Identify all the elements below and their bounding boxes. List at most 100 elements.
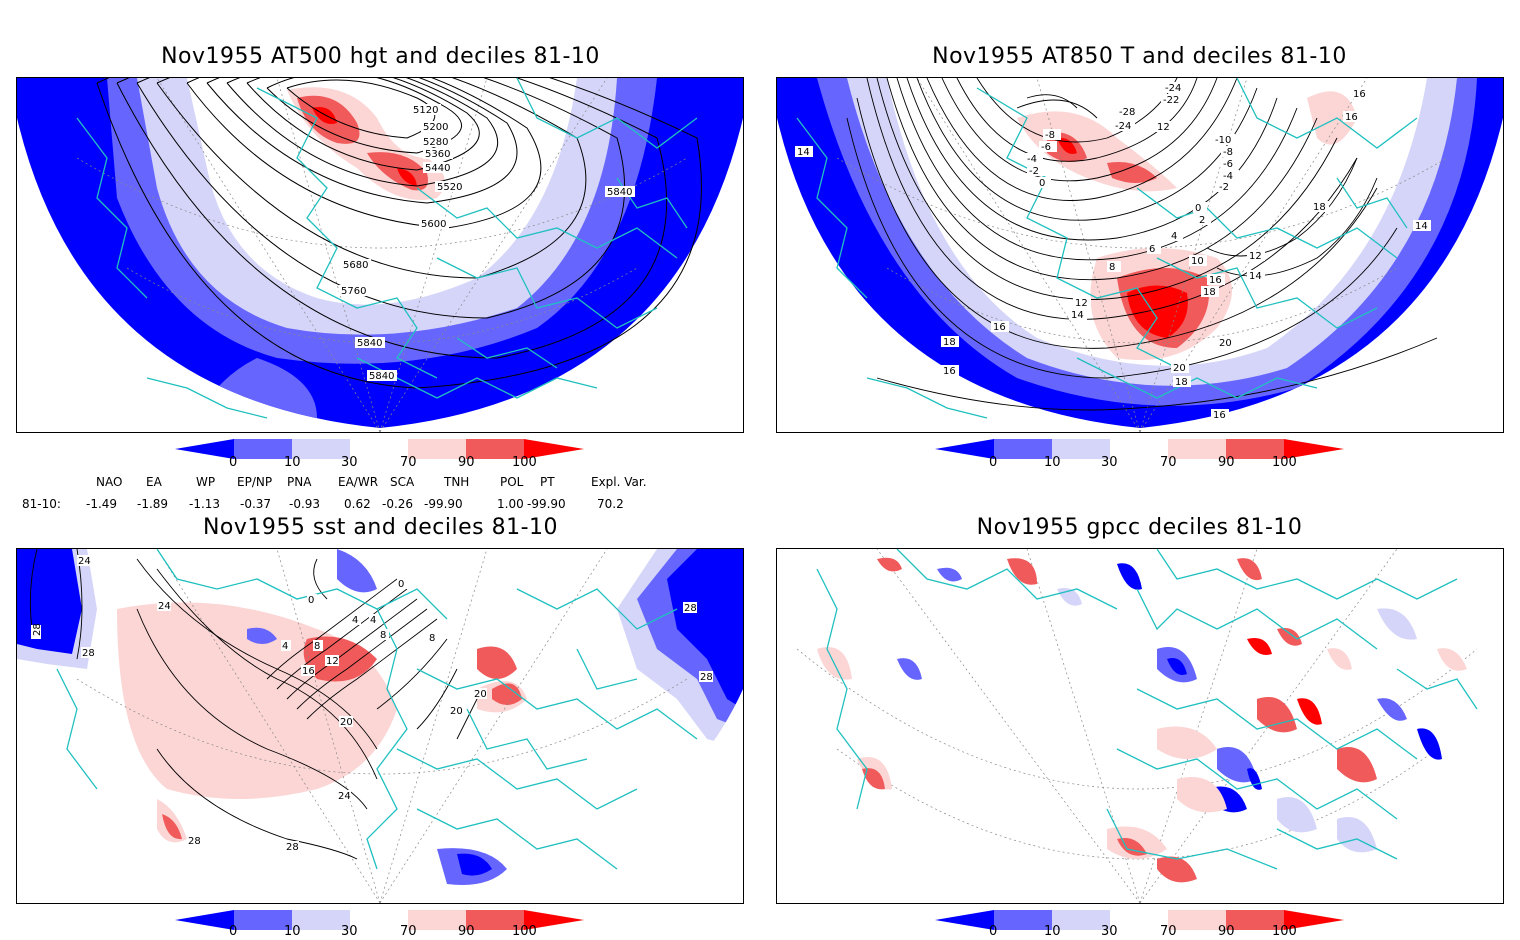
colorbar-tick: 100 [512, 924, 537, 939]
contour-label: -4 [1223, 171, 1233, 182]
panel-title-gpcc: Nov1955 gpcc deciles 81-10 [976, 515, 1303, 540]
contour-label: 16 [302, 666, 315, 677]
colorbar-segment [524, 910, 584, 930]
contour-label: -4 [1027, 154, 1037, 165]
colorbar-segment [350, 910, 408, 930]
colorbar-segment [1168, 910, 1226, 930]
contour-label: 16 [993, 322, 1006, 333]
contour-label: -22 [1163, 95, 1179, 106]
contour-label: 5680 [343, 260, 368, 271]
contour-label: 12 [326, 656, 339, 667]
colorbar-tick: 10 [1044, 924, 1061, 939]
colorbar-tick: 70 [1160, 924, 1177, 939]
index-header: PT [540, 475, 555, 489]
contour-label: 24 [338, 791, 351, 802]
colorbar-segment [175, 910, 234, 930]
contour-label: 5760 [341, 286, 366, 297]
contour-label: 5360 [425, 149, 450, 160]
colorbar-tick: 0 [229, 924, 238, 939]
contour-label: 8 [429, 633, 435, 644]
colorbar-tick: 70 [400, 455, 417, 470]
index-value: 0.62 [344, 497, 371, 511]
contour-label: 0 [1039, 178, 1045, 189]
contour-label: 0 [308, 595, 314, 606]
index-row-label: 81-10: [22, 497, 61, 511]
index-header: POL [500, 475, 524, 489]
contour-label: 28 [188, 836, 201, 847]
colorbar-tick: 70 [1160, 455, 1177, 470]
colorbar-segment [1110, 439, 1168, 459]
index-header: EP/NP [237, 475, 273, 489]
colorbar-tick: 30 [1101, 924, 1118, 939]
colorbar-segment [1110, 910, 1168, 930]
contour-label: 4 [370, 615, 376, 626]
colorbar-segment [935, 439, 994, 459]
contour-label: -2 [1219, 182, 1229, 193]
contour-label: 16 [1213, 410, 1226, 421]
index-header: Expl. Var. [591, 475, 647, 489]
contour-label: 14 [1415, 221, 1428, 232]
contour-label: -8 [1223, 147, 1233, 158]
colorbar-tick: 10 [284, 455, 301, 470]
index-value: -1.89 [137, 497, 169, 511]
colorbar-segment [350, 439, 408, 459]
index-header: WP [196, 475, 216, 489]
colorbar-tick: 0 [989, 455, 998, 470]
index-value: -99.90 [527, 497, 566, 511]
colorbar-segment [935, 910, 994, 930]
colorbar-tick: 90 [1218, 455, 1235, 470]
map-panel-t850: -24 -22 -28 -24 -8 -6 -4 -2 0 12 -10 -8 … [776, 77, 1504, 433]
colorbar-segment [1052, 910, 1110, 930]
colorbar-tick: 100 [1272, 924, 1297, 939]
panel-title-t850: Nov1955 AT850 T and deciles 81-10 [932, 44, 1347, 69]
index-header: SCA [390, 475, 415, 489]
index-value: 70.2 [597, 497, 624, 511]
index-header: PNA [287, 475, 312, 489]
colorbar-tick: 100 [512, 455, 537, 470]
contour-label: -6 [1223, 159, 1233, 170]
colorbar-segment [466, 439, 524, 459]
colorbar-tick: 90 [1218, 924, 1235, 939]
index-value: -0.37 [240, 497, 272, 511]
colorbar-tick: 0 [989, 924, 998, 939]
contour-label: 5120 [413, 105, 438, 116]
index-value: -0.26 [382, 497, 414, 511]
colorbar-tick: 30 [1101, 455, 1118, 470]
contour-label: 20 [1219, 338, 1232, 349]
colorbar-segment [292, 910, 350, 930]
contour-label: 8 [1109, 262, 1115, 273]
contour-label: 28 [82, 648, 95, 659]
colorbar-bottom-left [175, 910, 585, 930]
index-value: 1.00 [497, 497, 524, 511]
colorbar-segment [408, 910, 466, 930]
contour-label: 24 [158, 601, 171, 612]
index-value: -99.90 [424, 497, 463, 511]
contour-label: 28 [32, 623, 43, 636]
contour-label: 5840 [357, 338, 382, 349]
contour-label: 20 [340, 717, 353, 728]
colorbar-segment [1226, 439, 1284, 459]
contour-label: 5600 [421, 219, 446, 230]
index-header: TNH [444, 475, 470, 489]
contour-label: 12 [1075, 298, 1088, 309]
contour-label: 18 [1203, 287, 1216, 298]
colorbar-tick: 10 [284, 924, 301, 939]
contour-label: 18 [1313, 202, 1326, 213]
colorbar-tick: 90 [458, 455, 475, 470]
colorbar-tick: 30 [341, 924, 358, 939]
contour-label: 20 [450, 706, 463, 717]
contour-label: 5280 [423, 137, 448, 148]
colorbar-tick: 10 [1044, 455, 1061, 470]
contour-label: -6 [1041, 142, 1051, 153]
contour-label: 16 [1209, 275, 1222, 286]
contour-label: 12 [1157, 122, 1170, 133]
colorbar-segment [1226, 910, 1284, 930]
contour-label: 16 [943, 366, 956, 377]
colorbar-tick: 90 [458, 924, 475, 939]
colorbar-segment [234, 910, 292, 930]
contour-label: -2 [1029, 166, 1039, 177]
contour-label: 20 [1173, 363, 1186, 374]
contour-label: 4 [352, 615, 358, 626]
index-value: -1.49 [86, 497, 118, 511]
contour-label: 0 [398, 579, 404, 590]
